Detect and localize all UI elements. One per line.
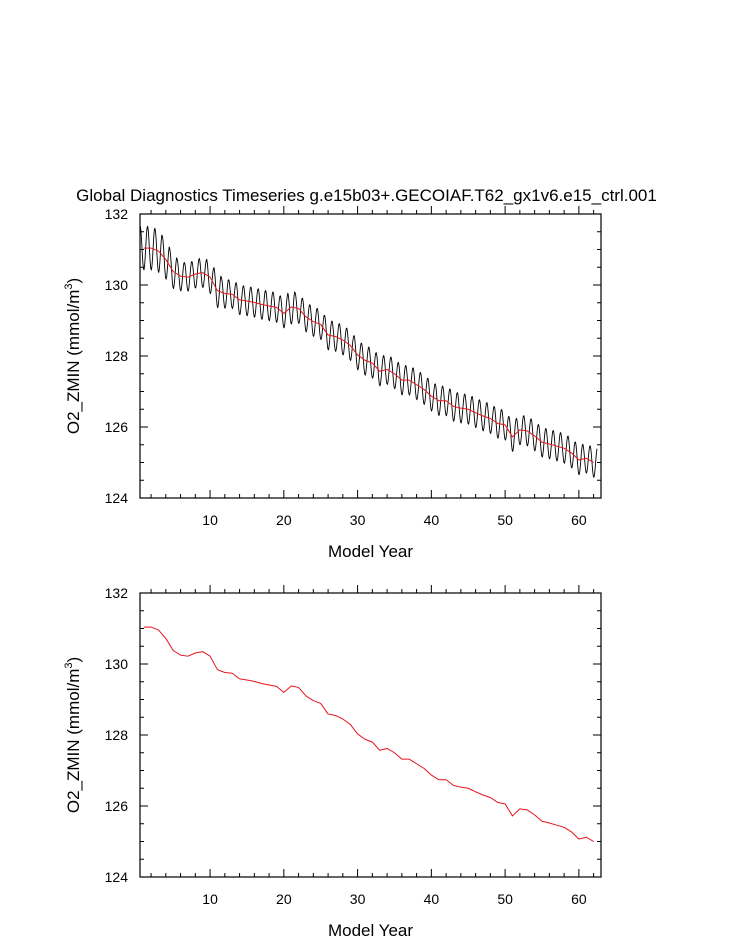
y-tick-label: 128 — [105, 727, 129, 743]
chart-panel-1: 10 20 30 40 50 60 124 126 128 130 132 Model Year O2_… — [63, 206, 602, 561]
annual-mean-line — [143, 626, 594, 842]
x-tick-label: 30 — [350, 891, 366, 907]
y-tick-label: 128 — [105, 348, 129, 364]
y-tick-label: 132 — [105, 585, 129, 601]
x-tick-label: 40 — [424, 891, 440, 907]
y-tick-label: 130 — [105, 277, 129, 293]
y-axis-label: O2_ZMIN (mmol/m3) — [63, 278, 83, 434]
y-tick-label: 126 — [105, 419, 129, 435]
y-tick-label: 124 — [105, 869, 129, 885]
y-axis-label: O2_ZMIN (mmol/m3) — [63, 657, 83, 813]
chart-panel-2: 10 20 30 40 50 60 124 126 128 130 132 Model Year O2_… — [63, 585, 602, 940]
x-tick-label: 10 — [202, 512, 218, 528]
y-tick-label: 124 — [105, 490, 129, 506]
figure-title: Global Diagnostics Timeseries g.e15b03+.… — [76, 186, 657, 205]
y-axis-label-close: ) — [64, 278, 83, 284]
x-tick-label: 60 — [571, 512, 587, 528]
monthly-series-line — [139, 225, 598, 478]
x-tick-label: 50 — [497, 512, 513, 528]
x-axis-label: Model Year — [328, 542, 413, 561]
y-axis-label-superscript: 3 — [63, 284, 75, 290]
x-axis-label: Model Year — [328, 921, 413, 940]
x-tick-label: 60 — [571, 891, 587, 907]
x-tick-label: 50 — [497, 891, 513, 907]
y-tick-label: 130 — [105, 656, 129, 672]
y-axis-label-text: O2_ZMIN (mmol/m — [64, 669, 83, 814]
x-tick-label: 40 — [424, 512, 440, 528]
x-tick-label: 30 — [350, 512, 366, 528]
annual-mean-line — [143, 247, 594, 463]
x-tick-label: 20 — [276, 891, 292, 907]
y-tick-label: 132 — [105, 206, 129, 222]
x-tick-label: 20 — [276, 512, 292, 528]
y-tick-label: 126 — [105, 798, 129, 814]
x-tick-label: 10 — [202, 891, 218, 907]
y-axis-label-superscript: 3 — [63, 663, 75, 669]
y-axis-label-close: ) — [64, 657, 83, 663]
plot-frame — [139, 592, 602, 878]
y-axis-label-text: O2_ZMIN (mmol/m — [64, 290, 83, 435]
